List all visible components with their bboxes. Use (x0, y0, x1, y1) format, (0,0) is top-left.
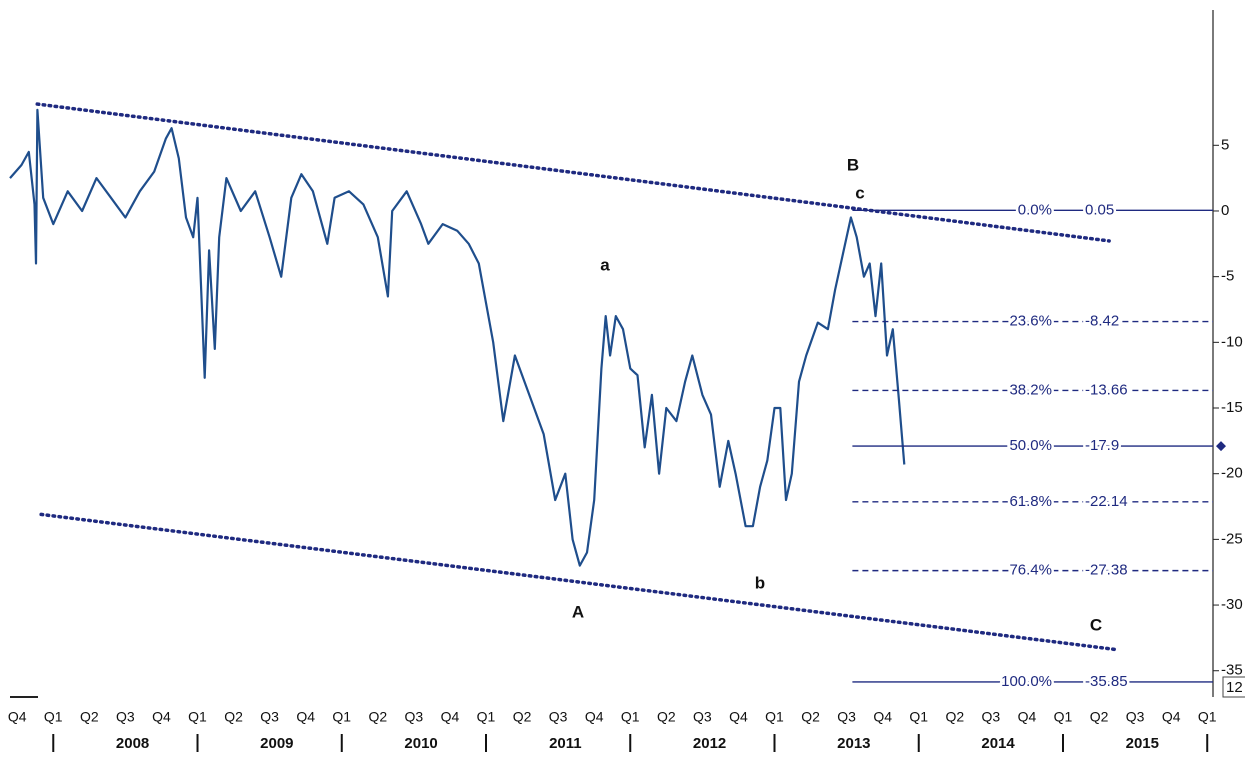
x-tick-label: Q1 (477, 709, 496, 725)
y-tick-label: -20 (1221, 465, 1243, 482)
year-label: 2014 (981, 735, 1015, 752)
x-tick-label: Q2 (657, 709, 676, 725)
fib-percent: 50.0% (1009, 437, 1052, 454)
x-tick-label: Q1 (765, 709, 784, 725)
x-tick-label: Q1 (188, 709, 207, 725)
y-tick-label: 0 (1221, 202, 1229, 219)
x-tick-label: Q3 (405, 709, 424, 725)
y-tick-label: -10 (1221, 333, 1243, 350)
x-tick-label: Q4 (873, 709, 892, 725)
x-tick-label: Q4 (585, 709, 604, 725)
x-tick-label: Q4 (441, 709, 460, 725)
price-box (1222, 676, 1245, 698)
annotation: b (755, 573, 765, 592)
x-tick-label: Q1 (1198, 709, 1217, 725)
fib-percent: 38.2% (1009, 381, 1052, 398)
x-tick-label: Q4 (729, 709, 748, 725)
x-tick-label: Q2 (513, 709, 532, 725)
x-tick-label: Q3 (549, 709, 568, 725)
price-line (9, 108, 906, 567)
fib-value: -17.9 (1085, 437, 1119, 454)
annotation: c (855, 183, 864, 202)
x-tick-label: Q4 (8, 709, 27, 725)
price-box-label: 12 (1226, 679, 1243, 696)
year-label: 2013 (837, 735, 870, 752)
x-tick-label: Q1 (621, 709, 640, 725)
fib-percent: 76.4% (1009, 562, 1052, 579)
fib-percent: 0.0% (1018, 201, 1052, 218)
y-tick-label: -5 (1221, 268, 1234, 285)
x-tick-label: Q3 (982, 709, 1001, 725)
trend-line (39, 512, 1119, 652)
annotation: B (847, 155, 859, 174)
fib-percent: 61.8% (1009, 493, 1052, 510)
y-tick-label: 5 (1221, 136, 1229, 153)
x-tick-label: Q3 (260, 709, 279, 725)
x-tick-label: Q2 (1090, 709, 1109, 725)
x-tick-label: Q2 (945, 709, 964, 725)
y-tick-label: -30 (1221, 596, 1243, 613)
x-tick-label: Q2 (80, 709, 99, 725)
fib-value: -35.85 (1085, 673, 1128, 690)
year-label: 2010 (404, 735, 437, 752)
x-tick-label: Q2 (368, 709, 387, 725)
x-tick-label: Q4 (296, 709, 315, 725)
fib-value: -8.42 (1085, 313, 1119, 330)
y-tick-label: -25 (1221, 530, 1243, 547)
x-tick-label: Q3 (116, 709, 135, 725)
year-label: 2011 (549, 735, 582, 752)
fib-value: -22.14 (1085, 493, 1128, 510)
fib-value: 0.05 (1085, 201, 1114, 218)
x-tick-label: Q1 (1054, 709, 1073, 725)
x-tick-label: Q4 (1018, 709, 1037, 725)
y-tick-label: -35 (1221, 662, 1243, 679)
fib-percent: 100.0% (1001, 673, 1052, 690)
fib-value: -13.66 (1085, 381, 1128, 398)
annotation: C (1090, 615, 1102, 634)
trend-line (35, 102, 1111, 243)
x-tick-label: Q2 (224, 709, 243, 725)
fib-percent: 23.6% (1009, 313, 1052, 330)
x-tick-label: Q1 (909, 709, 928, 725)
annotation: A (572, 602, 584, 621)
x-tick-label: Q3 (837, 709, 856, 725)
x-tick-label: Q4 (1162, 709, 1181, 725)
x-tick-label: Q2 (801, 709, 820, 725)
y-tick-label: -15 (1221, 399, 1243, 416)
year-label: 2015 (1126, 735, 1159, 752)
fib-value: -27.38 (1085, 562, 1128, 579)
x-tick-label: Q3 (693, 709, 712, 725)
year-label: 2008 (116, 735, 149, 752)
year-label: 2009 (260, 735, 293, 752)
annotation: a (600, 255, 610, 274)
x-tick-label: Q3 (1126, 709, 1145, 725)
x-tick-label: Q1 (44, 709, 63, 725)
x-tick-label: Q1 (332, 709, 351, 725)
year-label: 2012 (693, 735, 726, 752)
current-marker (1216, 441, 1226, 452)
x-tick-label: Q4 (152, 709, 171, 725)
